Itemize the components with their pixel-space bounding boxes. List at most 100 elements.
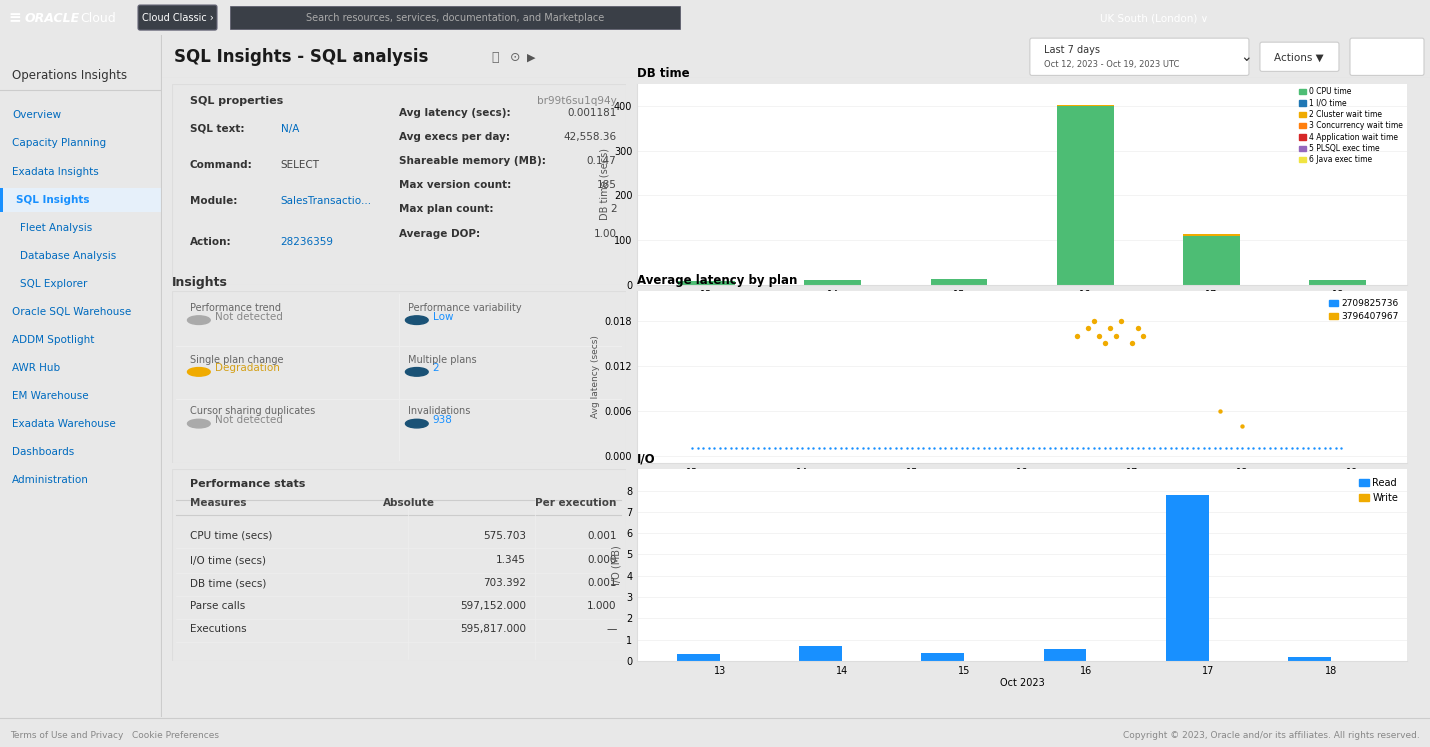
Point [1231, 420, 1254, 432]
Point [758, 442, 781, 454]
Point [686, 442, 709, 454]
Point [1005, 442, 1028, 454]
Point [912, 442, 935, 454]
Point [692, 442, 715, 454]
Text: CPU time (secs): CPU time (secs) [190, 530, 272, 541]
Point [1203, 442, 1226, 454]
Point [1247, 442, 1270, 454]
Point [779, 442, 802, 454]
Text: 938: 938 [433, 415, 452, 425]
Point [884, 442, 907, 454]
Text: Performance variability: Performance variability [408, 303, 522, 313]
Point [1154, 442, 1177, 454]
Bar [676, 654, 719, 661]
Text: Action:: Action: [190, 237, 232, 247]
Text: Average DOP:: Average DOP: [399, 229, 480, 238]
Point [774, 442, 797, 454]
Text: Max plan count:: Max plan count: [399, 205, 493, 214]
Bar [1044, 649, 1087, 661]
Text: I/O: I/O [638, 452, 656, 465]
Text: Last 7 days: Last 7 days [1044, 46, 1100, 55]
Point [1286, 442, 1308, 454]
Point [934, 442, 957, 454]
FancyBboxPatch shape [1350, 38, 1424, 75]
Text: SQL Insights: SQL Insights [16, 195, 90, 205]
Point [1236, 442, 1258, 454]
Text: 1.00: 1.00 [593, 229, 616, 238]
X-axis label: Oct 2023: Oct 2023 [1000, 678, 1044, 689]
Point [1071, 442, 1094, 454]
Bar [1057, 105, 1114, 106]
Point [895, 442, 918, 454]
Point [851, 442, 874, 454]
Text: Copyright © 2023, Oracle and/or its affiliates. All rights reserved.: Copyright © 2023, Oracle and/or its affi… [1123, 731, 1420, 740]
Point [1027, 442, 1050, 454]
Point [1093, 338, 1115, 350]
Text: 0.001: 0.001 [588, 530, 616, 541]
Point [1160, 442, 1183, 454]
Point [1164, 442, 1187, 454]
Text: I/O time (secs): I/O time (secs) [190, 556, 266, 565]
Y-axis label: DB time (secs): DB time (secs) [599, 148, 609, 220]
Point [1098, 323, 1121, 335]
Point [1214, 442, 1237, 454]
Bar [0, 187, 3, 211]
Text: Shareable memory (MB):: Shareable memory (MB): [399, 156, 545, 166]
Point [1193, 442, 1216, 454]
Bar [799, 646, 842, 661]
Text: Module:: Module: [190, 196, 237, 206]
Point [1104, 330, 1127, 342]
Point [1330, 442, 1353, 454]
Text: 0.147: 0.147 [586, 156, 616, 166]
Point [1017, 442, 1040, 454]
Point [1303, 442, 1326, 454]
Point [735, 442, 758, 454]
Text: Average latency by plan: Average latency by plan [638, 274, 798, 287]
Text: SQL Explorer: SQL Explorer [20, 279, 87, 289]
Text: Exadata Warehouse: Exadata Warehouse [11, 419, 116, 430]
Point [967, 442, 990, 454]
Text: Invalidations: Invalidations [408, 406, 470, 416]
Text: Overview: Overview [11, 111, 61, 120]
Point [1291, 442, 1314, 454]
Text: AWR Hub: AWR Hub [11, 363, 60, 373]
Text: 2: 2 [611, 205, 616, 214]
Text: 28236359: 28236359 [280, 237, 333, 247]
Text: Degradation: Degradation [214, 364, 280, 374]
Point [1098, 442, 1121, 454]
Text: Max version count:: Max version count: [399, 180, 511, 190]
Point [1131, 330, 1154, 342]
Text: SQL properties: SQL properties [190, 96, 283, 106]
Text: Low: Low [433, 311, 453, 322]
Point [1280, 442, 1303, 454]
Point [1083, 442, 1105, 454]
Point [1055, 442, 1078, 454]
Point [917, 442, 940, 454]
Text: EM Warehouse: EM Warehouse [11, 391, 89, 401]
Text: DB time: DB time [638, 66, 689, 80]
Point [1307, 442, 1330, 454]
Bar [931, 279, 987, 285]
Point [1324, 442, 1347, 454]
Point [812, 442, 835, 454]
Circle shape [187, 316, 210, 324]
Text: Performance trend: Performance trend [190, 303, 280, 313]
Point [1226, 442, 1248, 454]
Point [1110, 314, 1133, 326]
Text: Capacity Planning: Capacity Planning [11, 138, 106, 149]
Point [791, 442, 814, 454]
Point [1011, 442, 1034, 454]
Point [1131, 442, 1154, 454]
Point [714, 442, 736, 454]
Point [1148, 442, 1171, 454]
Point [845, 442, 868, 454]
Y-axis label: Avg latency (secs): Avg latency (secs) [592, 335, 601, 418]
Bar [1310, 280, 1366, 285]
Text: Not detected: Not detected [214, 415, 283, 425]
Point [1088, 442, 1111, 454]
Point [1060, 442, 1083, 454]
Point [1065, 442, 1088, 454]
Bar [1057, 106, 1114, 285]
Point [1181, 442, 1204, 454]
Point [1274, 442, 1297, 454]
